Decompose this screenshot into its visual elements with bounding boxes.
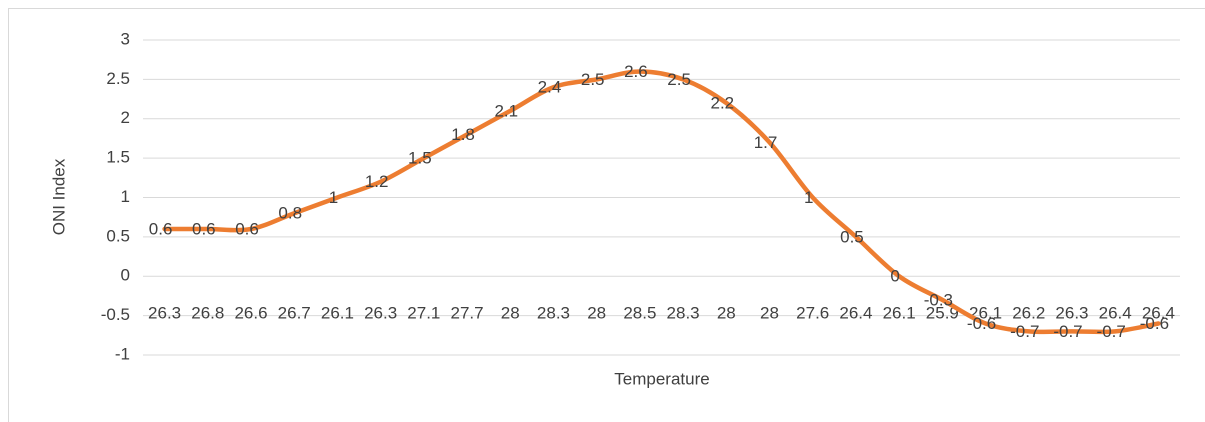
x-tick-label: 28.3 xyxy=(537,304,570,323)
data-label: 2.1 xyxy=(494,101,518,120)
x-tick-label: 25.9 xyxy=(926,304,959,323)
data-label: 0.6 xyxy=(192,219,216,238)
data-label: 1.5 xyxy=(408,149,432,168)
x-tick-label: 28 xyxy=(760,304,779,323)
x-tick-label: 26.3 xyxy=(1055,304,1088,323)
data-label: 0 xyxy=(890,267,899,286)
x-tick-label: 26.3 xyxy=(148,304,181,323)
x-tick-label: 26.1 xyxy=(883,304,916,323)
x-axis-title: Temperature xyxy=(614,369,709,388)
y-tick-label: 0.5 xyxy=(106,226,130,245)
x-tick-label: 26.4 xyxy=(1099,304,1132,323)
x-tick-label: 26.2 xyxy=(1012,304,1045,323)
x-tick-label: 27.7 xyxy=(451,304,484,323)
data-label: 2.6 xyxy=(624,62,648,81)
x-tick-label: 26.4 xyxy=(1142,304,1175,323)
data-label: 1.7 xyxy=(754,133,778,152)
data-label: -0.6 xyxy=(1140,314,1169,333)
data-label: 1.8 xyxy=(451,125,475,144)
data-label: -0.7 xyxy=(1053,322,1082,341)
data-label: 0.8 xyxy=(278,204,302,223)
y-axis-title: ONI Index xyxy=(49,158,68,235)
data-label: -0.7 xyxy=(1010,322,1039,341)
x-tick-label: 28 xyxy=(587,304,606,323)
x-tick-label: 26.3 xyxy=(364,304,397,323)
data-label: 2.5 xyxy=(667,70,691,89)
y-tick-label: 0 xyxy=(121,266,130,285)
y-tick-label: 3 xyxy=(121,29,130,48)
data-label: 1.2 xyxy=(365,172,389,191)
x-tick-label: 28 xyxy=(501,304,520,323)
data-label: -0.6 xyxy=(967,314,996,333)
y-tick-label: 2 xyxy=(121,108,130,127)
data-label: 2.5 xyxy=(581,70,605,89)
x-tick-label: 26.4 xyxy=(839,304,872,323)
line xyxy=(162,69,1161,335)
x-tick-label: 26.1 xyxy=(321,304,354,323)
chart-border xyxy=(8,8,1205,422)
y-tick-label: 2.5 xyxy=(106,69,130,88)
x-tick-label: 28 xyxy=(717,304,736,323)
data-label: 0.6 xyxy=(149,219,173,238)
data-label: -0.7 xyxy=(1097,322,1126,341)
data-label: 2.4 xyxy=(538,78,562,97)
data-label: 1 xyxy=(329,188,338,207)
data-label: -0.3 xyxy=(924,290,953,309)
y-tick-label: 1 xyxy=(121,187,130,206)
data-label: 1 xyxy=(804,188,813,207)
x-tick-label: 27.1 xyxy=(407,304,440,323)
x-tick-label: 26.8 xyxy=(191,304,224,323)
data-label: 0.5 xyxy=(840,227,864,246)
x-tick-label: 27.6 xyxy=(796,304,829,323)
y-tick-label: 1.5 xyxy=(106,148,130,167)
y-tick-label: -0.5 xyxy=(101,305,130,324)
x-tick-label: 26.6 xyxy=(234,304,267,323)
data-label: 2.2 xyxy=(710,93,734,112)
data-label: 0.6 xyxy=(235,219,259,238)
y-tick-label: -1 xyxy=(115,344,130,363)
x-tick-label: 26.7 xyxy=(278,304,311,323)
x-tick-label: 28.5 xyxy=(623,304,656,323)
x-tick-label: 28.3 xyxy=(667,304,700,323)
